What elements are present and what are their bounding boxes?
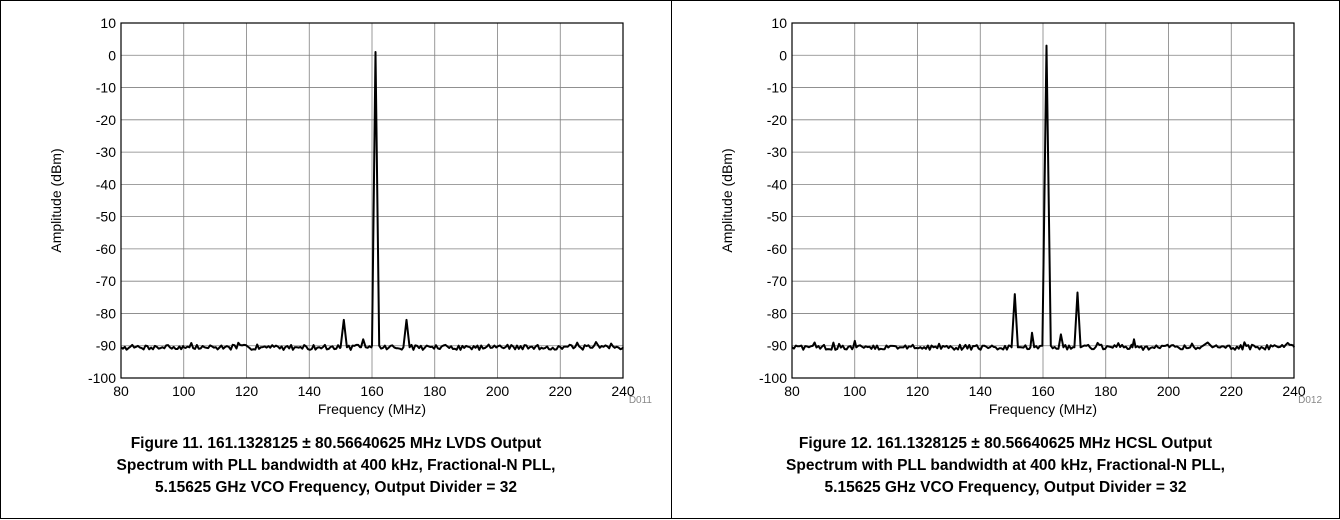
y-tick-label: -100 <box>759 370 787 386</box>
caption-line: Spectrum with PLL bandwidth at 400 kHz, … <box>116 457 556 474</box>
x-tick-label: 120 <box>235 383 259 399</box>
y-tick-label: -50 <box>96 209 116 225</box>
y-tick-label: -30 <box>96 144 116 160</box>
spectrum-chart-lvds: 80 100 120 140 160 180 200 220 240100-10-20-30-4… <box>48 15 653 417</box>
x-tick-label: 160 <box>1031 383 1055 399</box>
x-axis-label: Frequency (MHz) <box>318 401 426 417</box>
y-tick-label: -70 <box>96 273 116 289</box>
spectrum-trace <box>791 44 1295 351</box>
x-tick-label: 220 <box>549 383 573 399</box>
y-tick-label: -20 <box>767 112 787 128</box>
caption-line: Spectrum with PLL bandwidth at 400 kHz, … <box>786 457 1225 474</box>
figure-code: D012 <box>1298 395 1322 406</box>
x-tick-label: 80 <box>784 383 800 399</box>
x-tick-label: 240 <box>611 383 635 399</box>
spectrum-chart-hcsl: 80 100 120 140 160 180 200 220 240100-10-20-30-4… <box>719 15 1322 417</box>
x-tick-label: 240 <box>1282 383 1306 399</box>
y-axis-label: Amplitude (dBm) <box>48 148 64 252</box>
y-tick-label: 10 <box>771 15 787 31</box>
y-tick-label: -10 <box>767 80 787 96</box>
figure-code: D011 <box>629 395 653 406</box>
caption-line: 5.15625 GHz VCO Frequency, Output Divide… <box>824 479 1187 496</box>
figure-panel-12: 80 100 120 140 160 180 200 220 240 10 0 -10 -20 -30 -4… <box>671 0 1340 519</box>
x-tick-label: 220 <box>1220 383 1244 399</box>
y-tick-label: 0 <box>108 47 116 63</box>
y-tick-label: -40 <box>767 176 787 192</box>
x-axis-label: Frequency (MHz) <box>989 401 1097 417</box>
y-tick-label: -80 <box>96 305 116 321</box>
y-tick-label: 0 <box>779 47 787 63</box>
y-tick-label: -20 <box>96 112 116 128</box>
x-tick-label: 140 <box>298 383 322 399</box>
x-tick-label: 160 <box>360 383 384 399</box>
y-tick-label: -30 <box>767 144 787 160</box>
y-tick-label: -90 <box>96 338 116 354</box>
x-tick-label: 200 <box>1157 383 1181 399</box>
caption-line: Figure 11. 161.1328125 ± 80.56640625 MHz… <box>130 435 542 452</box>
y-tick-label: -60 <box>767 241 787 257</box>
y-tick-label: -100 <box>88 370 116 386</box>
figure-caption: Figure 11. 161.1328125 ± 80.56640625 MHz… <box>1 433 671 499</box>
y-tick-label: -40 <box>96 176 116 192</box>
plot-frame <box>791 22 1295 379</box>
y-tick-label: -90 <box>767 338 787 354</box>
y-tick-label: -80 <box>767 305 787 321</box>
x-tick-label: 140 <box>969 383 993 399</box>
figure-caption: Figure 12. 161.1328125 ± 80.56640625 MHz… <box>672 433 1339 499</box>
figure-panel-11: 80 100 120 140 160 180 200 220 240 10 0 -10 -20 -30 -4… <box>0 0 672 519</box>
y-tick-label: -10 <box>96 80 116 96</box>
x-tick-label: 100 <box>843 383 867 399</box>
y-tick-label: -70 <box>767 273 787 289</box>
x-tick-label: 180 <box>1094 383 1118 399</box>
y-tick-label: 10 <box>100 15 116 31</box>
spectrum-trace <box>120 51 624 351</box>
x-tick-label: 120 <box>906 383 930 399</box>
y-axis-label: Amplitude (dBm) <box>719 148 735 252</box>
y-tick-label: -60 <box>96 241 116 257</box>
plot-frame <box>120 22 624 379</box>
caption-line: 5.15625 GHz VCO Frequency, Output Divide… <box>155 479 517 496</box>
y-tick-label: -50 <box>767 209 787 225</box>
x-tick-label: 80 <box>113 383 129 399</box>
caption-line: Figure 12. 161.1328125 ± 80.56640625 MHz… <box>798 435 1213 452</box>
x-tick-label: 200 <box>486 383 510 399</box>
x-tick-label: 180 <box>423 383 447 399</box>
x-tick-label: 100 <box>172 383 196 399</box>
